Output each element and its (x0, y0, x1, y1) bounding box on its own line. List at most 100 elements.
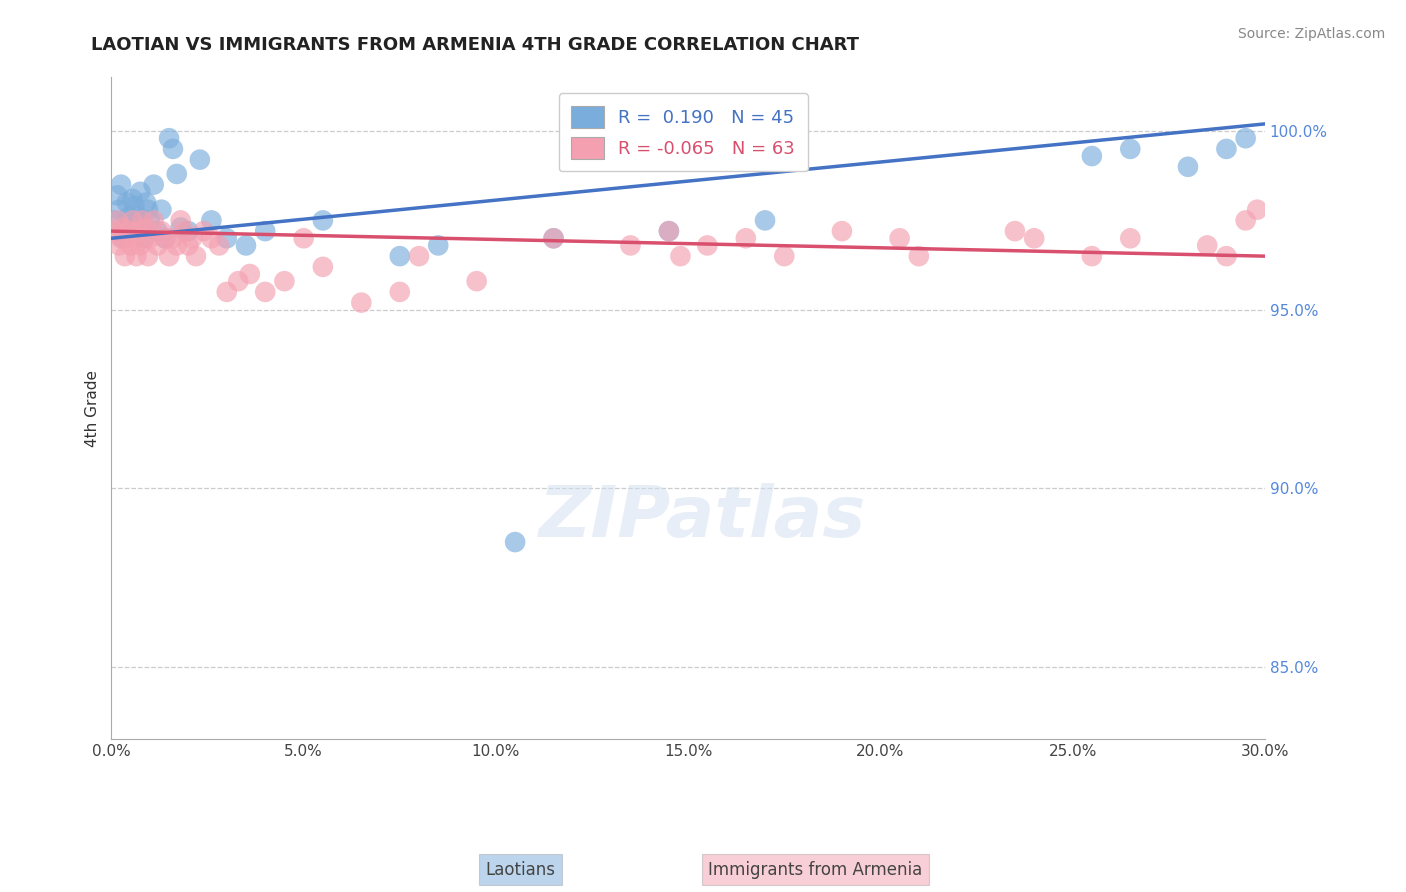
Point (1081, 249, 1104, 263)
Point (254, 285, 277, 299)
Point (121, 192, 143, 206)
Point (162, 231, 184, 245)
Point (273, 274, 295, 288)
Point (200, 231, 222, 245)
Point (166, 238, 188, 252)
Point (125, 224, 148, 238)
Point (215, 285, 238, 299)
Point (124, 231, 146, 245)
Point (831, 224, 853, 238)
Point (114, 220, 136, 235)
Point (111, 220, 134, 235)
Y-axis label: 4th Grade: 4th Grade (86, 369, 100, 447)
Point (1119, 231, 1142, 245)
Point (115, 231, 138, 245)
Point (1004, 224, 1026, 238)
Point (162, 142, 184, 156)
Point (150, 224, 173, 238)
Point (773, 249, 796, 263)
Point (110, 231, 132, 245)
Point (169, 213, 191, 227)
Point (312, 213, 335, 227)
Point (658, 224, 681, 238)
Point (104, 213, 127, 227)
Point (150, 202, 173, 217)
Point (136, 202, 159, 217)
Point (1177, 160, 1199, 174)
Point (108, 238, 131, 252)
Point (125, 249, 148, 263)
Point (388, 285, 411, 299)
Point (124, 199, 146, 213)
Point (114, 249, 136, 263)
Point (1119, 142, 1142, 156)
Point (129, 238, 152, 252)
Point (1197, 238, 1219, 252)
Point (239, 267, 262, 281)
Point (669, 249, 692, 263)
Point (142, 178, 165, 192)
Point (173, 224, 195, 238)
Point (115, 195, 138, 210)
Point (619, 238, 641, 252)
Point (129, 185, 152, 199)
Point (1081, 149, 1104, 163)
Point (155, 231, 177, 245)
Point (193, 224, 215, 238)
Point (118, 224, 141, 238)
Point (215, 231, 238, 245)
Text: Laotians: Laotians (485, 861, 555, 879)
Point (131, 213, 153, 227)
Point (254, 224, 277, 238)
Point (155, 231, 177, 245)
Point (131, 213, 153, 227)
Point (139, 231, 162, 245)
Point (1215, 142, 1237, 156)
Point (908, 249, 931, 263)
Point (142, 213, 165, 227)
Point (132, 231, 155, 245)
Point (427, 238, 450, 252)
Point (146, 238, 169, 252)
Point (166, 167, 188, 181)
Point (658, 224, 681, 238)
Point (110, 178, 132, 192)
Point (543, 231, 565, 245)
Point (105, 213, 128, 227)
Point (235, 238, 257, 252)
Point (157, 131, 180, 145)
Point (121, 213, 143, 227)
Point (388, 249, 411, 263)
Point (118, 210, 141, 224)
Point (1246, 202, 1268, 217)
Point (177, 224, 200, 238)
Point (200, 213, 222, 227)
Point (104, 224, 127, 238)
Point (120, 217, 142, 231)
Point (1234, 213, 1257, 227)
Point (146, 224, 169, 238)
Point (312, 260, 335, 274)
Point (292, 231, 315, 245)
Point (188, 153, 211, 167)
Point (350, 295, 373, 310)
Point (1024, 231, 1046, 245)
Point (1234, 131, 1257, 145)
Point (127, 224, 149, 238)
Point (465, 274, 488, 288)
Point (135, 195, 157, 210)
Point (136, 249, 159, 263)
Point (157, 249, 180, 263)
Point (754, 213, 776, 227)
Point (734, 231, 756, 245)
Point (226, 274, 249, 288)
Legend: R =  0.190   N = 45, R = -0.065   N = 63: R = 0.190 N = 45, R = -0.065 N = 63 (558, 93, 807, 171)
Point (696, 238, 718, 252)
Point (889, 231, 911, 245)
Point (169, 220, 191, 235)
Point (135, 220, 157, 235)
Point (177, 238, 200, 252)
Point (503, 535, 526, 549)
Point (108, 202, 131, 217)
Text: Source: ZipAtlas.com: Source: ZipAtlas.com (1237, 27, 1385, 41)
